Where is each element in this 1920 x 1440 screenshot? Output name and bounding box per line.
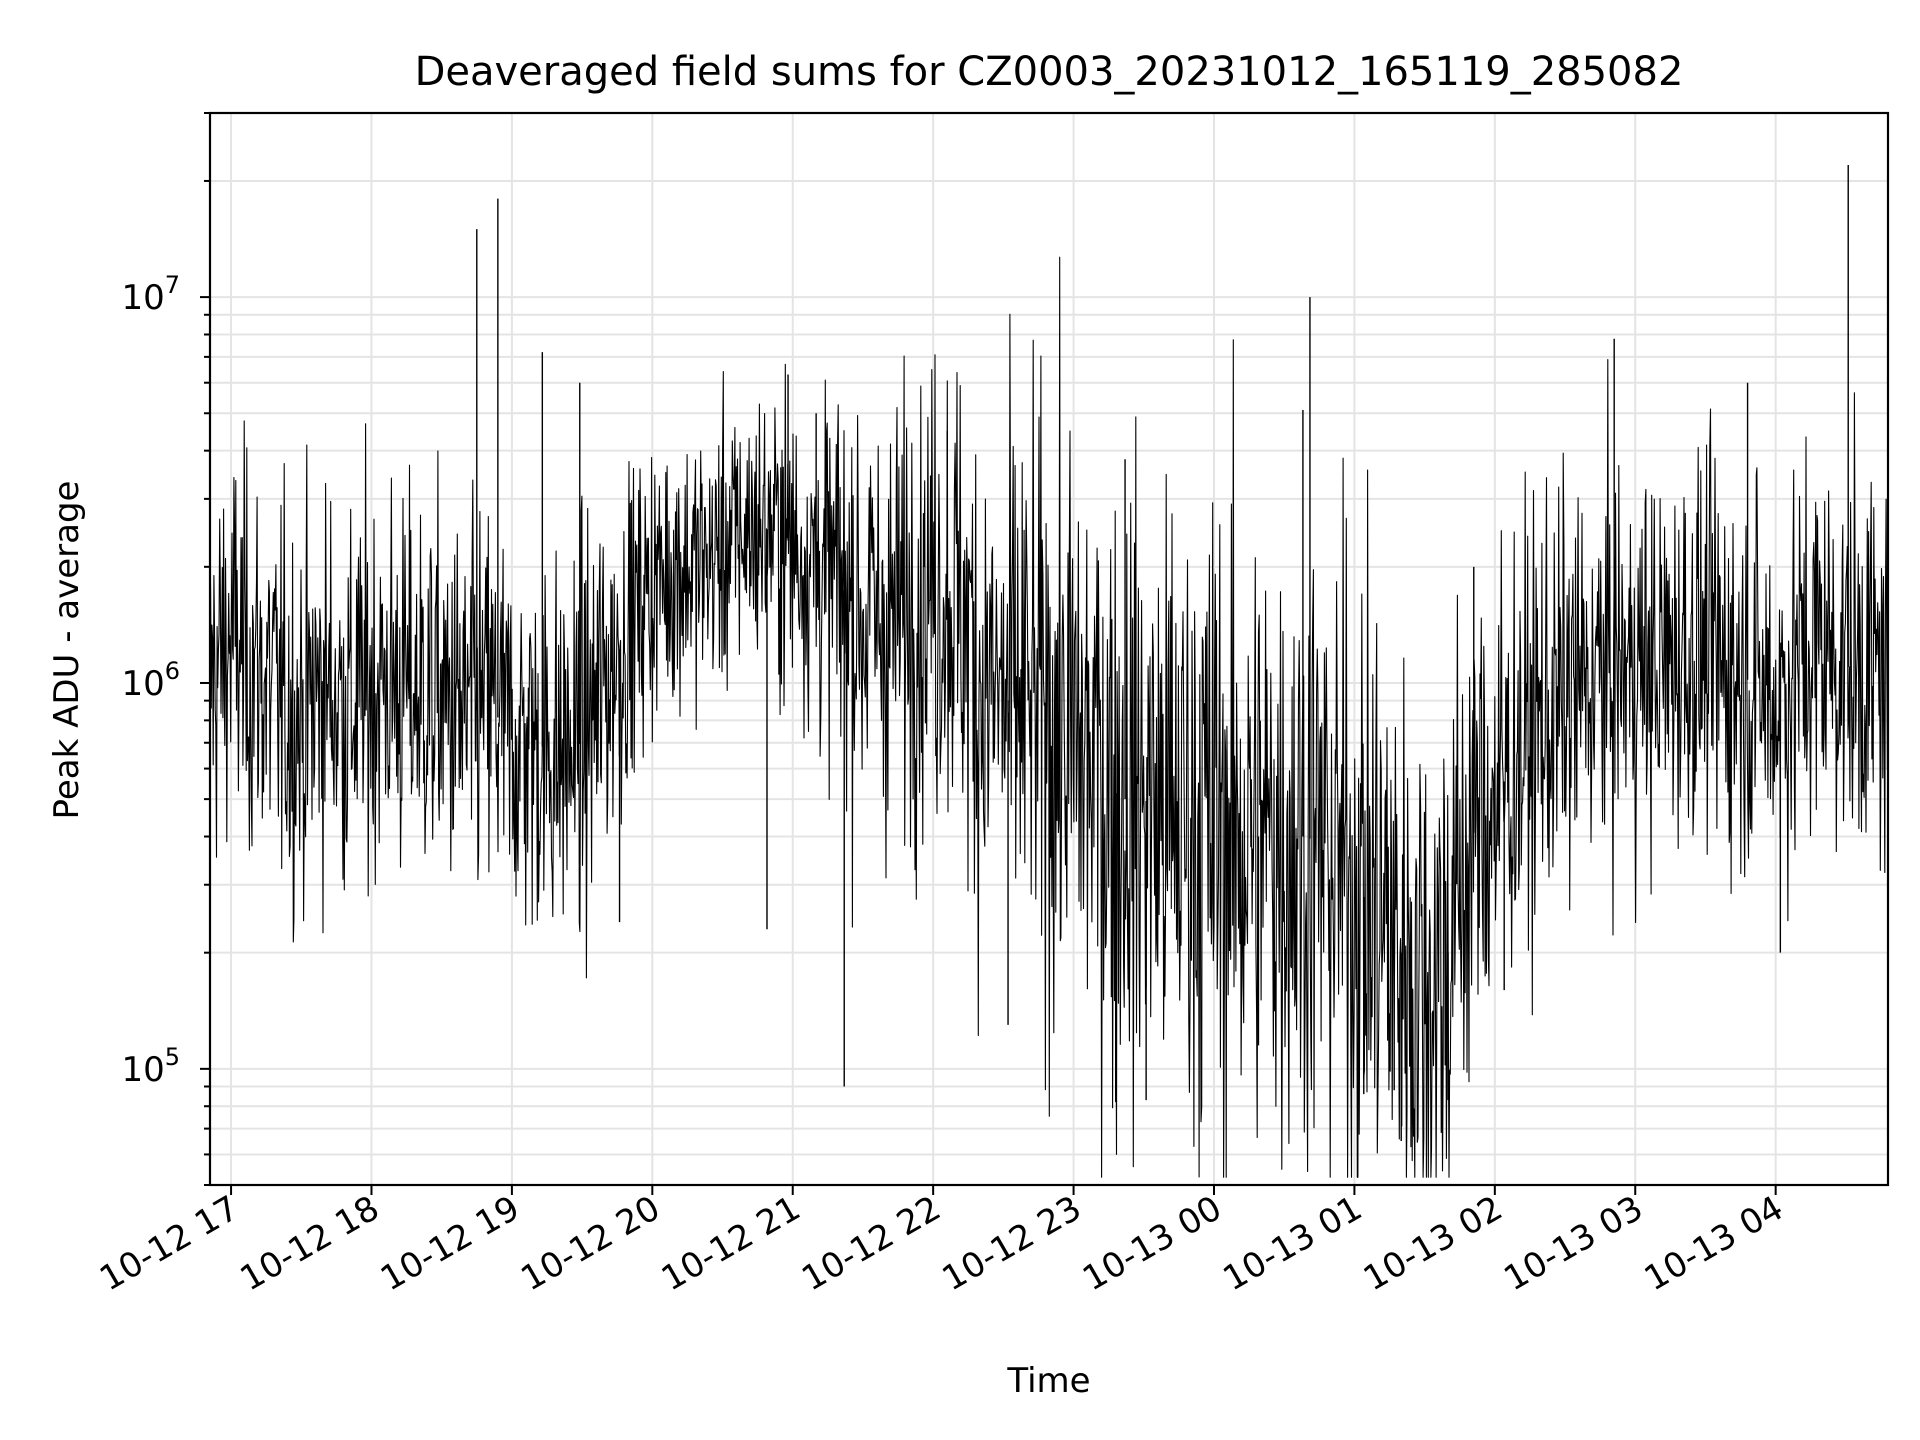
series-line xyxy=(209,256,1889,1178)
y-tick-exponent: 5 xyxy=(165,1043,180,1071)
data-series xyxy=(209,164,1889,1178)
chart-title: Deaveraged field sums for CZ0003_2023101… xyxy=(415,49,1684,95)
y-axis-label: Peak ADU - average xyxy=(47,481,87,820)
plot-frame xyxy=(208,111,1890,1187)
x-axis-label: Time xyxy=(1006,1361,1090,1401)
y-tick-exponent: 6 xyxy=(165,657,180,685)
y-tick-label: 106 xyxy=(121,657,180,704)
y-tick-exponent: 7 xyxy=(165,271,180,299)
